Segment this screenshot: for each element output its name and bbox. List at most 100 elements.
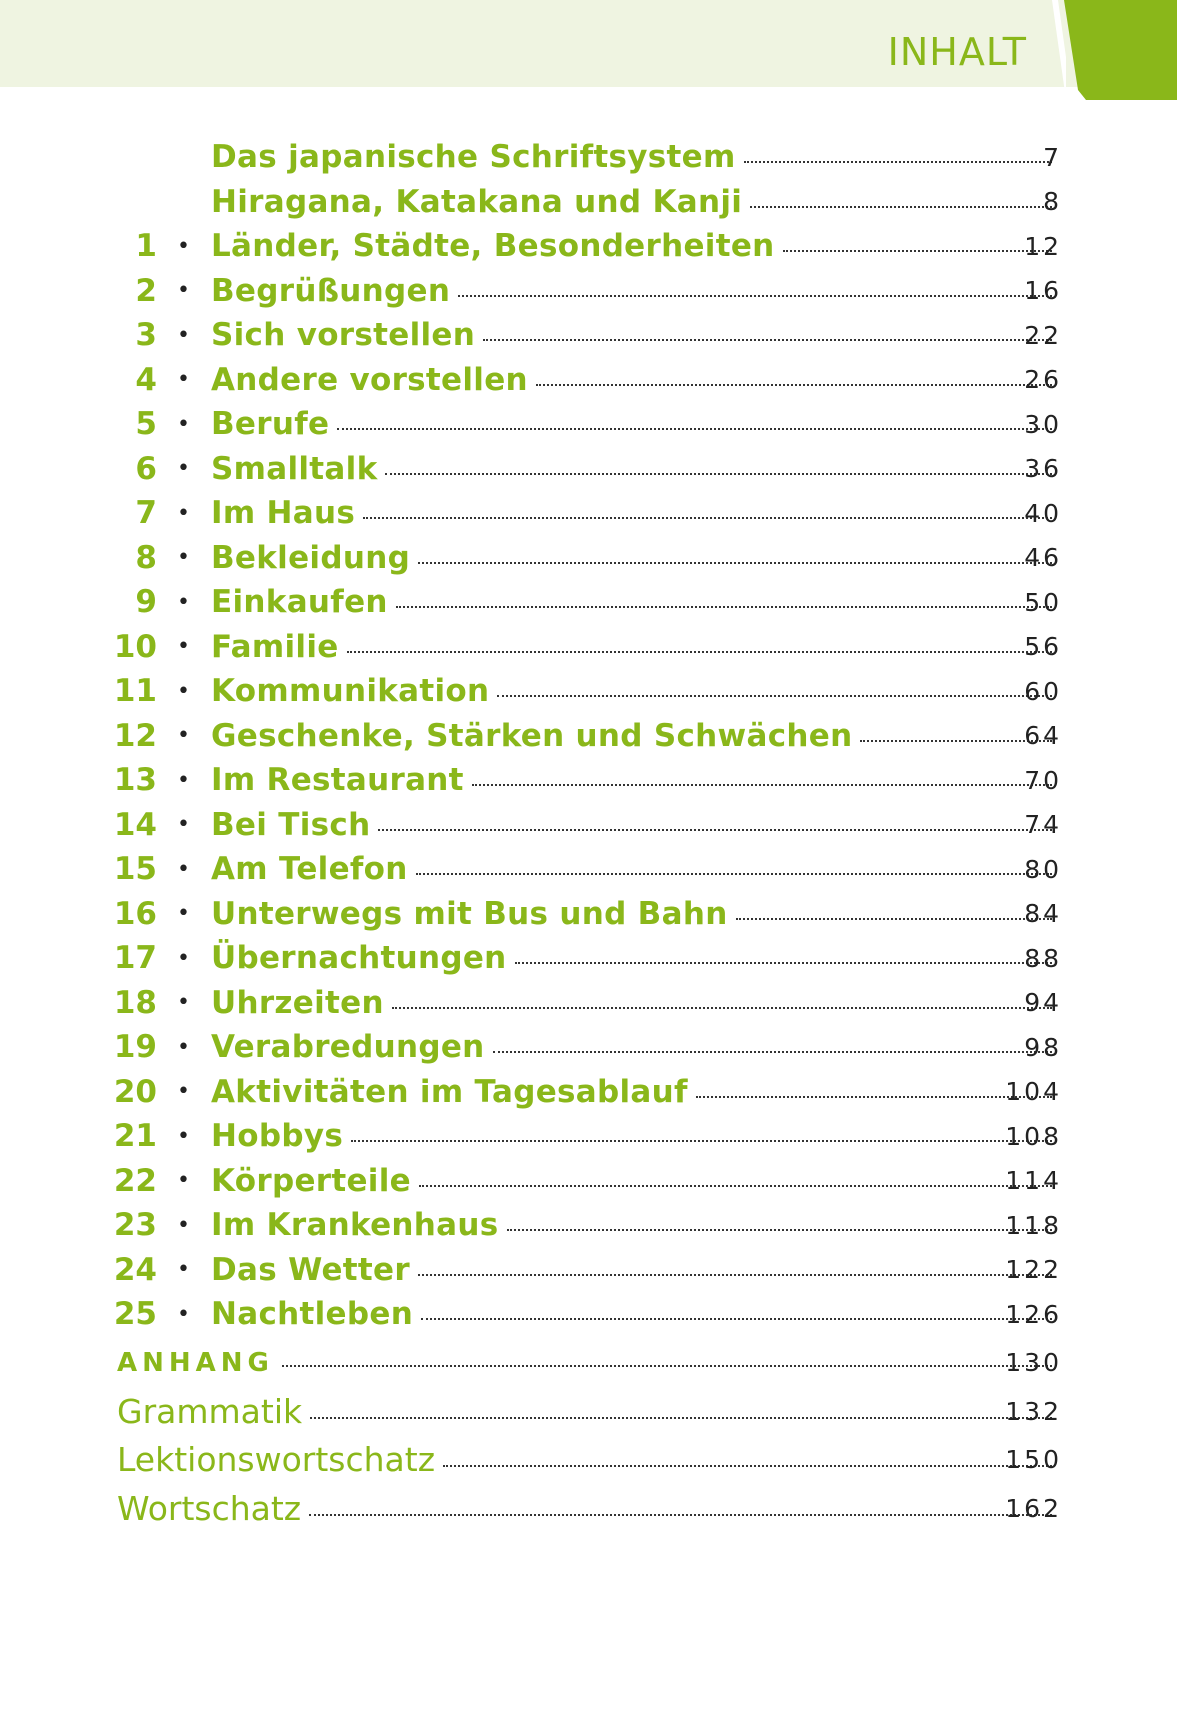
entry-title[interactable]: Sich vorstellen [211,317,476,354]
toc-entry[interactable]: 17 • Übernachtungen 88 [0,936,1177,981]
entry-title[interactable]: ANHANG [117,1347,274,1378]
toc-entry[interactable]: 1 • Länder, Städte, Besonderheiten 12 [0,224,1177,269]
leader-dots [337,428,1052,431]
entry-title[interactable]: Länder, Städte, Besonderheiten [211,228,775,265]
entry-title[interactable]: Bei Tisch [211,806,371,843]
entry-title[interactable]: Berufe [211,406,330,443]
leader-dots [391,1006,1052,1009]
entry-title[interactable]: Unterwegs mit Bus und Bahn [211,895,728,932]
toc-entry[interactable]: Hiragana, Katakana und Kanji 8 [0,180,1177,225]
toc-entry[interactable]: Das japanische Schriftsystem 7 [0,135,1177,180]
entry-title[interactable]: Einkaufen [211,584,388,621]
bullet: • [177,411,190,437]
toc-entry[interactable]: 11 • Kommunikation 60 [0,669,1177,714]
bullet: • [177,1079,190,1105]
toc-entry[interactable]: 5 • Berufe 30 [0,402,1177,447]
entry-title[interactable]: Grammatik [117,1391,303,1431]
page-title: INHALT [887,30,1027,74]
page-number: 8 [1043,187,1062,217]
toc-entry[interactable]: 21 • Hobbys 108 [0,1114,1177,1159]
page-number: 150 [1005,1445,1062,1475]
leader-dots [415,873,1052,876]
entry-title[interactable]: Nachtleben [211,1296,414,1333]
toc-entry[interactable]: 13 • Im Restaurant 70 [0,758,1177,803]
entry-line: Im Haus [211,495,1062,531]
lesson-number: 24 [113,1251,157,1288]
entry-line: Sich vorstellen [211,317,1062,353]
entry-line: Begrüßungen [211,273,1062,309]
entry-title[interactable]: Begrüßungen [211,272,451,309]
entry-title[interactable]: Hiragana, Katakana und Kanji [211,183,743,220]
toc-entry[interactable]: 2 • Begrüßungen 16 [0,269,1177,314]
entry-title[interactable]: Verabredungen [211,1029,485,1066]
entry-title[interactable]: Im Restaurant [211,762,464,799]
entry-title[interactable]: Geschenke, Stärken und Schwächen [211,717,853,754]
entry-title[interactable]: Am Telefon [211,851,408,888]
entry-title[interactable]: Übernachtungen [211,940,507,977]
toc-entry[interactable]: Lektionswortschatz 150 [0,1438,1177,1483]
toc-entry[interactable]: 7 • Im Haus 40 [0,491,1177,536]
toc-entry[interactable]: 14 • Bei Tisch 74 [0,803,1177,848]
entry-title[interactable]: Kommunikation [211,673,490,710]
lesson-number: 23 [113,1207,157,1244]
page-number: 104 [1005,1077,1062,1107]
bullet: • [177,1034,190,1060]
toc-entry[interactable]: 3 • Sich vorstellen 22 [0,313,1177,358]
lesson-number: 8 [135,539,157,576]
lesson-number: 2 [135,272,157,309]
entry-title[interactable]: Lektionswortschatz [117,1440,436,1480]
toc-entry[interactable]: 8 • Bekleidung 46 [0,536,1177,581]
bullet: • [177,1257,190,1283]
page-number: 84 [1024,899,1062,929]
toc-entry[interactable]: 6 • Smalltalk 36 [0,447,1177,492]
leader-dots [535,383,1052,386]
page-number: 12 [1024,231,1062,261]
toc-entry[interactable]: 18 • Uhrzeiten 94 [0,981,1177,1026]
entry-title[interactable]: Wortschatz [117,1488,302,1528]
page-number: 50 [1024,587,1062,617]
entry-title[interactable]: Das japanische Schriftsystem [211,139,736,176]
leader-dots [309,1513,1052,1516]
toc-entry[interactable]: 4 • Andere vorstellen 26 [0,358,1177,403]
toc-entry[interactable]: 25 • Nachtleben 126 [0,1292,1177,1337]
toc-entry[interactable]: Wortschatz 162 [0,1486,1177,1531]
toc-entry[interactable]: ANHANG 130 [0,1341,1177,1386]
lesson-number: 16 [113,895,157,932]
lesson-number: 20 [113,1073,157,1110]
entry-title[interactable]: Uhrzeiten [211,984,384,1021]
page-number: 56 [1024,632,1062,662]
toc-entry[interactable]: 15 • Am Telefon 80 [0,847,1177,892]
toc-entry[interactable]: 9 • Einkaufen 50 [0,580,1177,625]
page-number: 130 [1005,1348,1062,1378]
page-number: 70 [1024,765,1062,795]
entry-title[interactable]: Im Haus [211,495,356,532]
header-band [0,0,1090,87]
toc-entry[interactable]: 20 • Aktivitäten im Tagesablauf 104 [0,1070,1177,1115]
toc-entry[interactable]: 12 • Geschenke, Stärken und Schwächen 64 [0,714,1177,759]
page-number: 36 [1024,454,1062,484]
toc-entry[interactable]: 16 • Unterwegs mit Bus und Bahn 84 [0,892,1177,937]
entry-title[interactable]: Hobbys [211,1118,344,1155]
toc-entry[interactable]: 19 • Verabredungen 98 [0,1025,1177,1070]
entry-title[interactable]: Smalltalk [211,450,378,487]
lesson-number: 9 [135,584,157,621]
entry-title[interactable]: Körperteile [211,1162,411,1199]
bullet: • [177,634,190,660]
toc-entry[interactable]: 24 • Das Wetter 122 [0,1248,1177,1293]
lesson-number: 15 [113,851,157,888]
bullet: • [177,322,190,348]
bullet: • [177,901,190,927]
toc-entry[interactable]: Grammatik 132 [0,1389,1177,1434]
entry-title[interactable]: Das Wetter [211,1251,410,1288]
page-number: 94 [1024,988,1062,1018]
bullet: • [177,500,190,526]
entry-title[interactable]: Aktivitäten im Tagesablauf [211,1073,688,1110]
toc-entry[interactable]: 22 • Körperteile 114 [0,1159,1177,1204]
entry-title[interactable]: Familie [211,628,339,665]
entry-title[interactable]: Im Krankenhaus [211,1207,499,1244]
entry-title[interactable]: Bekleidung [211,539,411,576]
toc-entry[interactable]: 10 • Familie 56 [0,625,1177,670]
entry-title[interactable]: Andere vorstellen [211,361,528,398]
entry-line: Bei Tisch [211,807,1062,843]
toc-entry[interactable]: 23 • Im Krankenhaus 118 [0,1203,1177,1248]
